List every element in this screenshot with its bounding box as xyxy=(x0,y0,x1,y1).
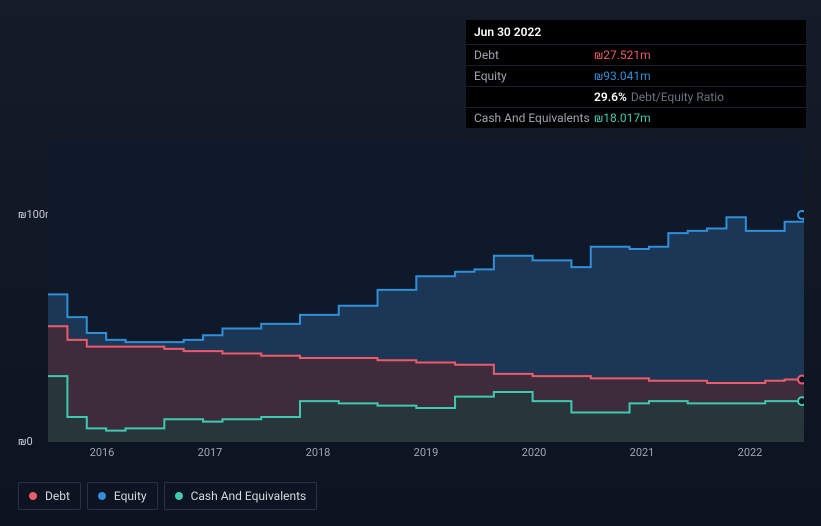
x-axis-label: 2017 xyxy=(198,446,223,459)
legend-dot-icon xyxy=(29,492,37,500)
legend-item-cash[interactable]: Cash And Equivalents xyxy=(164,482,318,510)
y-axis-label: ₪0 xyxy=(18,435,33,448)
debt-equity-chart: Jun 30 2022 Debt ₪27.521m Equity ₪93.041… xyxy=(0,0,821,526)
x-axis-label: 2020 xyxy=(522,446,547,459)
x-axis-label: 2022 xyxy=(738,446,763,459)
legend-label: Equity xyxy=(114,489,147,503)
tooltip-label: Cash And Equivalents xyxy=(474,112,594,124)
chart-tooltip: Jun 30 2022 Debt ₪27.521m Equity ₪93.041… xyxy=(466,20,806,128)
tooltip-label: Debt xyxy=(474,49,594,61)
legend-item-equity[interactable]: Equity xyxy=(87,482,158,510)
tooltip-value: ₪18.017m xyxy=(594,112,798,124)
legend-dot-icon xyxy=(98,492,106,500)
x-axis-label: 2016 xyxy=(90,446,115,459)
tooltip-row-debt: Debt ₪27.521m xyxy=(466,44,806,65)
tooltip-row-equity: Equity ₪93.041m xyxy=(466,65,806,86)
tooltip-date: Jun 30 2022 xyxy=(466,20,806,44)
tooltip-row-cash: Cash And Equivalents ₪18.017m xyxy=(466,107,806,128)
tooltip-value: 29.6%Debt/Equity Ratio xyxy=(594,91,798,103)
tooltip-row-ratio: 29.6%Debt/Equity Ratio xyxy=(466,86,806,107)
tooltip-value: ₪93.041m xyxy=(594,70,798,82)
x-axis-label: 2018 xyxy=(306,446,331,459)
legend-label: Debt xyxy=(45,489,70,503)
tooltip-label: Equity xyxy=(474,70,594,82)
tooltip-value: ₪27.521m xyxy=(594,49,798,61)
chart-legend: Debt Equity Cash And Equivalents xyxy=(18,482,317,510)
chart-plot-area[interactable] xyxy=(48,140,804,442)
legend-label: Cash And Equivalents xyxy=(191,489,307,503)
legend-dot-icon xyxy=(175,492,183,500)
legend-item-debt[interactable]: Debt xyxy=(18,482,81,510)
x-axis-label: 2021 xyxy=(630,446,655,459)
x-axis: 2016 2017 2018 2019 2020 2021 2022 xyxy=(48,446,804,466)
x-axis-label: 2019 xyxy=(414,446,439,459)
